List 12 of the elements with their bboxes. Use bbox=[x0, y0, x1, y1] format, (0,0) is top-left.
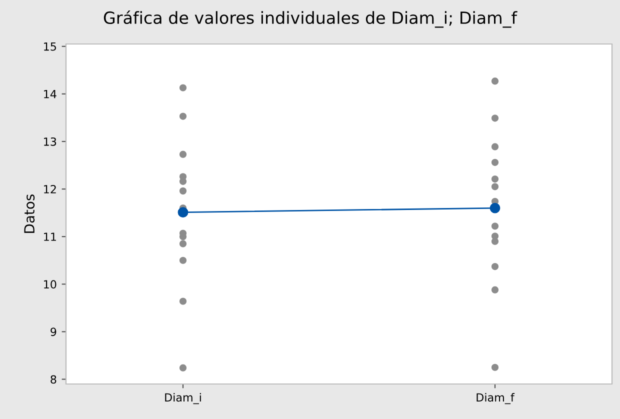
y-tick-label: 9 bbox=[50, 328, 56, 336]
y-axis-title: Datos bbox=[24, 194, 35, 233]
y-tick-label: 10 bbox=[44, 280, 56, 289]
x-tick-label: Diam_f bbox=[476, 393, 515, 404]
y-tick-label: 11 bbox=[44, 232, 56, 241]
y-tick-label: 12 bbox=[44, 185, 56, 194]
y-tick-label: 8 bbox=[50, 375, 56, 384]
x-tick-label: Diam_i bbox=[165, 393, 201, 404]
y-tick-label: 13 bbox=[44, 137, 56, 146]
chart-title: Gráfica de valores individuales de Diam_i; Diam_f bbox=[104, 10, 518, 28]
y-tick-label: 15 bbox=[44, 42, 56, 51]
y-tick-label: 14 bbox=[44, 90, 56, 98]
